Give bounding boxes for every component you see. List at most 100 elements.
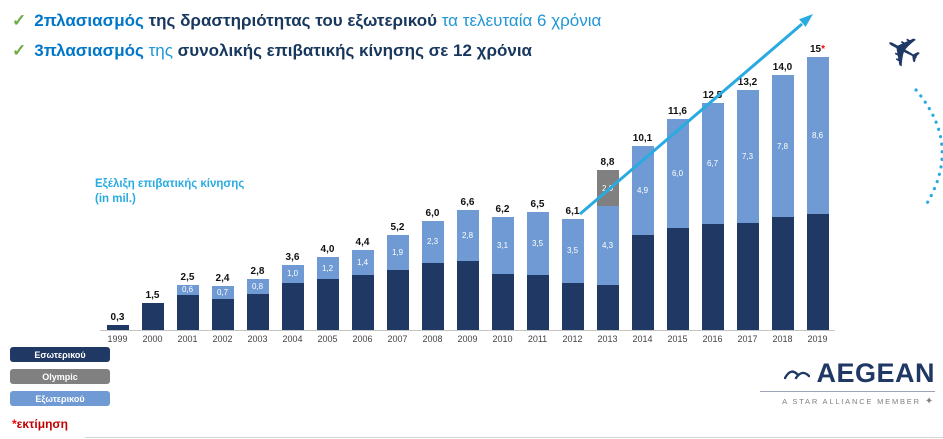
- star-alliance-member: A STAR ALLIANCE MEMBER ✦: [760, 396, 935, 407]
- bar-segment-international: 4,3: [596, 206, 619, 285]
- bar-segment-domestic: [176, 295, 199, 330]
- brand-name: AEGEAN: [816, 358, 935, 388]
- trend-arrow-head: [799, 14, 813, 27]
- bar-segment-international: 2,8: [456, 209, 479, 261]
- aegean-logo: AEGEAN A STAR ALLIANCE MEMBER ✦: [760, 358, 935, 407]
- bar-segment-domestic: [281, 282, 304, 330]
- bar-total-label: 2,4: [215, 273, 230, 285]
- x-axis-year-label: 2008: [422, 334, 443, 344]
- segment-value-label: 4,3: [601, 240, 614, 250]
- segment-value-label: 7,3: [741, 151, 754, 161]
- bar-total-label: 6,0: [425, 207, 440, 219]
- bar-total-label: 6,1: [565, 206, 580, 218]
- bar-total-label: 0,3: [110, 311, 125, 323]
- headline-1: ✓ 2πλασιασμός της δραστηριότητας του εξωτ…: [12, 6, 601, 36]
- check-icon: ✓: [12, 11, 27, 30]
- x-axis-year-label: 2006: [352, 334, 373, 344]
- x-axis-year-label: 2012: [562, 334, 583, 344]
- bar-total-label: 4,4: [355, 236, 370, 248]
- legend-label: Olympic: [42, 371, 78, 382]
- legend-label: Εσωτερικού: [34, 349, 86, 360]
- bar-segment-domestic: [771, 217, 794, 330]
- bar-column-2003: 2,8 0,8: [240, 38, 275, 330]
- bar-segment-olympic: 2,0: [596, 169, 619, 207]
- x-axis-year-label: 2007: [387, 334, 408, 344]
- bar-segment-domestic: [316, 279, 339, 330]
- bar-segment-domestic: [526, 275, 549, 330]
- bar-segment-domestic: [666, 228, 689, 330]
- bar-segment-domestic: [736, 222, 759, 330]
- x-axis-year-label: 2001: [177, 334, 198, 344]
- legend: Εσωτερικού Olympic Εξωτερικού: [10, 347, 110, 413]
- member-label: A STAR ALLIANCE MEMBER: [782, 397, 921, 406]
- bar-segment-international: 1,4: [351, 249, 374, 276]
- bar-segment-domestic: [386, 269, 409, 330]
- bar-total-label: 8,8: [600, 156, 615, 168]
- bar-segment-international: 0,7: [211, 286, 234, 300]
- headlines: ✓ 2πλασιασμός της δραστηριότητας του εξωτ…: [12, 6, 601, 66]
- headline-text: της: [143, 41, 178, 60]
- segment-value-label: 2,3: [426, 237, 439, 247]
- bar-column-2002: 2,4 0,7: [205, 38, 240, 330]
- bar-segment-international: 3,5: [526, 211, 549, 276]
- bar-segment-domestic: [421, 262, 444, 330]
- aegean-bird-icon: [784, 369, 811, 379]
- x-axis-year-label: 2018: [772, 334, 793, 344]
- x-axis-year-label: 2016: [702, 334, 723, 344]
- segment-value-label: 1,0: [286, 269, 299, 279]
- headline-text: της δραστηριότητας του εξωτερικού: [143, 11, 437, 30]
- bar-segment-domestic: [246, 293, 269, 330]
- bar-column-2012: 6,1 3,5: [555, 38, 590, 330]
- stacked-bar-chart: 0,3 1,5 2,5 0,6 2,4 0,7 2,8 0,8 3,6 1,0 4,0 1,2 4,4 1…: [100, 38, 835, 330]
- headline-text: 3πλασιασμός: [34, 41, 144, 60]
- bar-total-label: 4,0: [320, 244, 335, 256]
- bar-total-label: 6,2: [495, 204, 510, 216]
- bar-segment-international: 6,0: [666, 118, 689, 229]
- bar-segment-domestic: [701, 224, 724, 330]
- x-axis-year-label: 2004: [282, 334, 303, 344]
- bar-segment-domestic: [561, 282, 584, 330]
- bar-segment-domestic: [806, 213, 829, 330]
- bar-column-2001: 2,5 0,6: [170, 38, 205, 330]
- chart-title-line1: Εξέλιξη επιβατικής κίνησης: [95, 178, 245, 190]
- legend-item-international: Εξωτερικού: [10, 391, 110, 406]
- bar-total-label: 2,5: [180, 271, 195, 283]
- segment-value-label: 7,8: [776, 141, 789, 151]
- bar-column-2019: 15* 8,6: [800, 38, 835, 330]
- headline-text: τα τελευταία 6 χρόνια: [436, 11, 602, 30]
- segment-value-label: 0,8: [251, 281, 264, 291]
- bar-total-label: 6,6: [460, 196, 475, 208]
- x-axis-year-label: 2009: [457, 334, 478, 344]
- estimate-label: εκτίμηση: [16, 417, 68, 431]
- segment-value-label: 3,1: [496, 240, 509, 250]
- legend-item-olympic: Olympic: [10, 369, 110, 384]
- airplane-icon: ✈: [874, 21, 931, 82]
- estimate-footnote: *εκτίμηση: [12, 417, 68, 431]
- bar-segment-international: 3,5: [561, 219, 584, 283]
- bar-column-2004: 3,6 1,0: [275, 38, 310, 330]
- bar-segment-international: 8,6: [806, 57, 829, 214]
- legend-label: Εξωτερικού: [35, 393, 85, 404]
- bar-segment-international: 1,9: [386, 235, 409, 270]
- chart-title-line2: (in mil.): [95, 193, 136, 205]
- x-axis-year-label: 1999: [107, 334, 128, 344]
- segment-value-label: 0,7: [216, 288, 229, 298]
- x-axis-year-label: 2011: [527, 334, 548, 344]
- x-axis-year-label: 2000: [142, 334, 163, 344]
- x-axis: 1999 2000 2001 2002 2003 2004 2005 2006 2007 2008…: [100, 330, 835, 344]
- bar-column-2016: 12,5 6,7: [695, 38, 730, 330]
- x-axis-year-label: 2015: [667, 334, 688, 344]
- headline-2: ✓ 3πλασιασμός της συνολικής επιβατικής κί…: [12, 36, 601, 66]
- segment-value-label: 3,5: [531, 239, 544, 249]
- bar-segment-international: 2,3: [421, 220, 444, 263]
- x-axis-year-label: 2019: [807, 334, 828, 344]
- brand-row: AEGEAN: [760, 358, 935, 389]
- segment-value-label: 1,2: [321, 263, 334, 273]
- bar-segment-international: 7,3: [736, 89, 759, 223]
- bar-segment-international: 7,8: [771, 75, 794, 218]
- bottom-divider: [85, 437, 943, 438]
- bar-total-label: 2,8: [250, 266, 265, 278]
- x-axis-year-label: 2014: [632, 334, 653, 344]
- bar-total-label: 15*: [809, 44, 826, 55]
- segment-value-label: 0,6: [181, 285, 194, 295]
